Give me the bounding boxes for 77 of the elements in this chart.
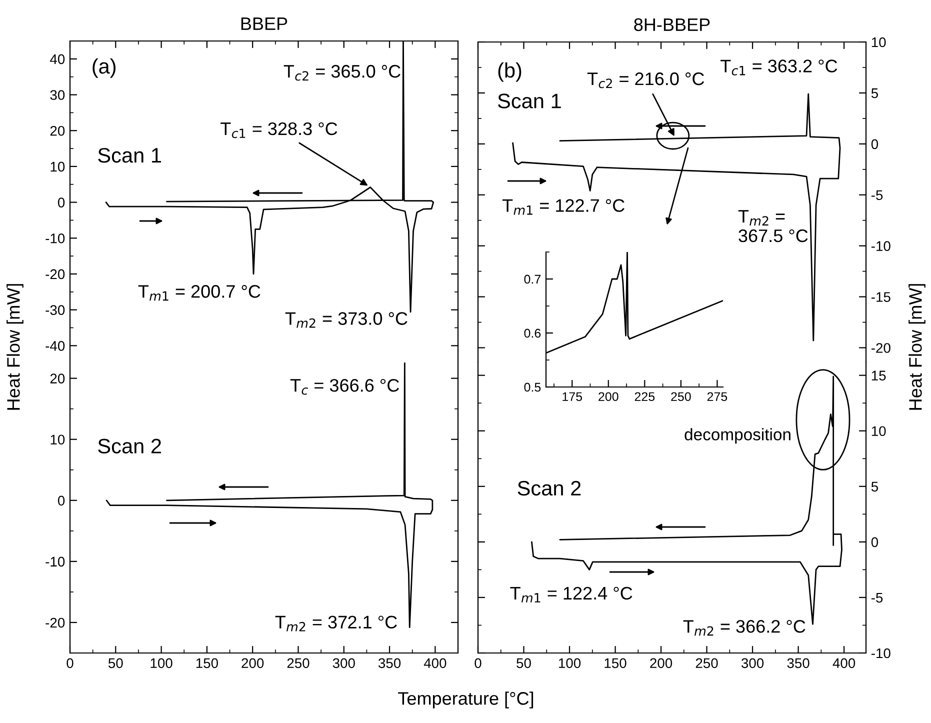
y-tick-label: -20: [871, 343, 890, 353]
annotation: T$_{c1}$ = 328.3 °C: [220, 122, 338, 138]
x-tick-label: 0: [66, 658, 74, 668]
x-tick-label: 225: [634, 392, 655, 402]
y-tick-label: 40: [50, 54, 65, 64]
chart-title: 8H-BBEP: [634, 18, 710, 32]
y-tick-label: -10: [871, 648, 890, 658]
annotation: T$_{m2}$ = 367.5 °C: [738, 210, 808, 242]
y-tick-label: 0.5: [524, 382, 541, 392]
x-tick-label: 175: [562, 392, 582, 402]
y-tick-label: 0: [58, 198, 65, 208]
y-tick-label: -20: [46, 618, 65, 628]
annotation: T$_{m2}$ = 373.0 °C: [285, 312, 408, 328]
annotation: T$_{m1}$ = 122.7 °C: [502, 199, 624, 215]
y-tick-label: 10: [872, 37, 886, 48]
y-tick-label: 10: [50, 434, 65, 445]
annotation: T$_{m1}$ = 200.7 °C: [138, 285, 260, 301]
y-tick-label: 5: [871, 482, 878, 492]
y-tick-label: -15: [871, 292, 890, 302]
x-tick-label: 50: [516, 658, 531, 668]
y-tick-label: 20: [50, 126, 65, 136]
x-tick-label: 200: [598, 392, 618, 402]
x-tick-label: 50: [108, 658, 123, 668]
y-tick-label: -10: [871, 241, 890, 251]
x-tick-label: 0: [474, 658, 482, 668]
annotation: Scan 1: [498, 94, 561, 108]
y-tick-label: 15: [872, 370, 886, 380]
y-tick-label: 30: [50, 90, 65, 100]
y-axis-title: Heat Flow [mW]: [6, 284, 24, 410]
x-axis-title: Temperature [°C]: [398, 692, 534, 708]
annotation: Scan 2: [98, 438, 161, 454]
x-tick-label: 350: [787, 658, 810, 668]
y-tick-label: 20: [50, 374, 65, 384]
annotation: (b): [498, 62, 522, 82]
y-tick-label: 10: [872, 426, 886, 436]
annotation: decomposition: [684, 428, 790, 444]
y-tick-label: 0: [58, 496, 65, 506]
annotation: Scan 1: [98, 148, 162, 163]
x-tick-label: 100: [558, 658, 581, 668]
x-tick-label: 200: [650, 658, 672, 668]
x-tick-label: 350: [378, 658, 401, 668]
annotation: T$_{m1}$ = 122.4 °C: [510, 586, 632, 602]
y-tick-label: -5: [871, 190, 883, 200]
y-tick-label: 0: [871, 139, 878, 150]
x-tick-label: 300: [332, 658, 355, 668]
x-tick-label: 150: [604, 658, 626, 668]
annotation: T$_{c2}$ = 365.0 °C: [284, 64, 400, 81]
y-tick-label: -30: [46, 305, 65, 315]
y-axis-title: Heat Flow [mW]: [908, 284, 926, 410]
annotation: T$_{c1}$ = 363.2 °C: [720, 60, 838, 76]
x-tick-label: 100: [150, 658, 172, 668]
y-tick-label: 0.7: [524, 274, 541, 284]
y-tick-label: -10: [46, 233, 65, 244]
chart-title: BBEP: [241, 17, 288, 30]
annotation: T$_{m2}$ = 372.1 °C: [275, 616, 397, 632]
annotation: T$_{c}$ = 366.6 °C: [290, 378, 399, 395]
y-tick-label: -40: [46, 340, 65, 351]
x-tick-label: 250: [287, 658, 310, 668]
x-tick-label: 200: [242, 658, 264, 668]
y-tick-label: 0: [871, 537, 878, 548]
x-tick-label: 400: [832, 658, 856, 668]
y-tick-label: -20: [46, 269, 65, 280]
y-tick-label: -10: [46, 556, 65, 567]
x-tick-label: 275: [707, 392, 728, 402]
y-tick-label: 10: [50, 162, 65, 172]
x-tick-label: 250: [696, 658, 718, 668]
x-tick-label: 150: [196, 658, 218, 668]
annotation: Scan 2: [518, 480, 581, 496]
x-tick-label: 400: [424, 658, 446, 668]
x-tick-label: 250: [671, 392, 691, 402]
annotation: T$_{m2}$ = 366.2 °C: [683, 620, 806, 636]
y-tick-label: -5: [871, 592, 883, 603]
y-tick-label: 5: [871, 88, 878, 98]
x-tick-label: 300: [741, 658, 764, 668]
annotation: (a): [92, 58, 116, 78]
annotation: T$_{c2}$ = 216.0 °C: [587, 72, 704, 88]
y-tick-label: 0.6: [524, 328, 541, 338]
